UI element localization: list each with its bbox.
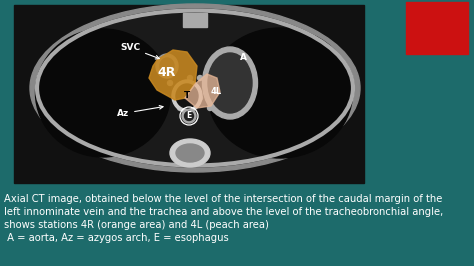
Ellipse shape	[198, 76, 202, 81]
Ellipse shape	[218, 81, 222, 85]
Polygon shape	[185, 74, 220, 108]
Text: E: E	[186, 111, 191, 120]
Text: 4R: 4R	[158, 65, 176, 78]
Ellipse shape	[30, 4, 360, 172]
Text: shows stations 4R (orange area) and 4L (peach area): shows stations 4R (orange area) and 4L (…	[4, 220, 269, 230]
Ellipse shape	[176, 84, 198, 108]
Bar	[14, 5, 364, 183]
Ellipse shape	[198, 95, 202, 101]
Text: Axial CT image, obtained below the level of the intersection of the caudal margi: Axial CT image, obtained below the level…	[4, 194, 442, 204]
Ellipse shape	[172, 80, 202, 112]
Ellipse shape	[184, 111, 193, 120]
Ellipse shape	[160, 58, 174, 74]
Text: A: A	[239, 53, 246, 63]
Bar	[183, 13, 207, 27]
Text: Az: Az	[117, 106, 163, 118]
Text: T: T	[184, 92, 190, 101]
Ellipse shape	[208, 106, 212, 110]
Ellipse shape	[188, 101, 192, 106]
Ellipse shape	[167, 81, 173, 85]
Text: SVC: SVC	[120, 43, 159, 59]
Ellipse shape	[177, 106, 182, 110]
Text: left innominate vein and the trachea and above the level of the tracheobronchial: left innominate vein and the trachea and…	[4, 207, 443, 217]
Ellipse shape	[170, 139, 210, 167]
Ellipse shape	[208, 28, 353, 158]
Ellipse shape	[36, 9, 354, 167]
Ellipse shape	[156, 54, 178, 78]
Ellipse shape	[176, 144, 204, 162]
Ellipse shape	[202, 47, 257, 119]
Text: A = aorta, Az = azygos arch, E = esophagus: A = aorta, Az = azygos arch, E = esophag…	[4, 233, 229, 243]
Text: 4L: 4L	[211, 88, 222, 97]
Bar	[406, 2, 468, 54]
Polygon shape	[149, 50, 197, 100]
Ellipse shape	[188, 76, 192, 81]
Ellipse shape	[36, 29, 171, 157]
Ellipse shape	[208, 53, 252, 113]
Ellipse shape	[182, 109, 196, 123]
